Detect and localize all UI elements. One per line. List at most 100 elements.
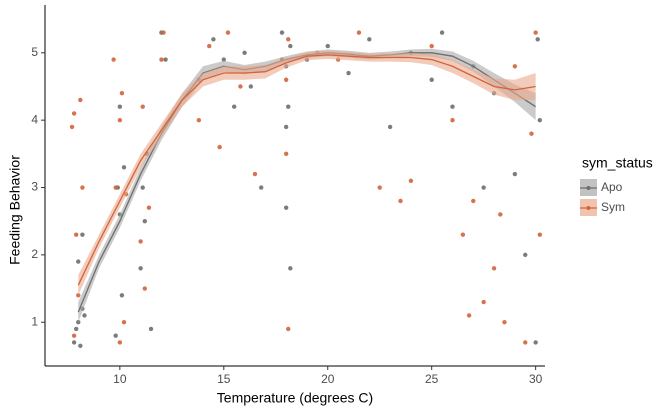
point [387, 124, 393, 130]
point [142, 218, 147, 224]
y-tick-label: 1 [31, 314, 38, 328]
point [537, 117, 543, 123]
x-tick-label: 15 [217, 372, 231, 386]
point [429, 43, 434, 49]
point [408, 178, 414, 183]
x-tick-label: 25 [425, 372, 439, 386]
point [286, 326, 291, 332]
point [498, 212, 503, 217]
x-axis-title: Temperature (degrees C) [217, 390, 373, 406]
point [242, 50, 247, 56]
point [146, 205, 152, 210]
point [356, 30, 362, 35]
point [491, 266, 497, 271]
point [119, 91, 125, 96]
point [225, 30, 231, 35]
point [283, 205, 289, 210]
point [161, 30, 166, 35]
point [159, 57, 164, 62]
x-tick-label: 30 [529, 372, 543, 386]
point [148, 326, 154, 332]
point [537, 232, 543, 237]
point [78, 343, 83, 348]
confidence-band [78, 48, 536, 323]
point [439, 30, 445, 35]
legend-dot [586, 206, 591, 210]
point [217, 144, 222, 150]
point [398, 198, 403, 204]
y-tick-label: 5 [31, 45, 38, 59]
point [121, 320, 127, 325]
point [221, 57, 226, 62]
point [533, 340, 538, 345]
legend-title: sym_status [582, 155, 653, 171]
point [259, 185, 264, 190]
legend-label: Apo [601, 180, 623, 194]
point [71, 333, 77, 338]
point [429, 77, 434, 82]
point [73, 326, 79, 332]
point [512, 171, 518, 177]
legend-label: Sym [601, 200, 625, 214]
point [283, 77, 289, 82]
point [196, 117, 202, 123]
point [119, 293, 125, 298]
point [140, 185, 145, 190]
point [117, 104, 123, 109]
point [325, 43, 330, 49]
point [76, 259, 81, 264]
point [523, 252, 528, 258]
point [117, 340, 123, 345]
point [80, 232, 85, 237]
point [78, 97, 83, 103]
point [69, 124, 75, 130]
point [142, 286, 147, 291]
point [512, 64, 518, 69]
point [140, 104, 145, 109]
point [367, 37, 372, 42]
y-tick-label: 4 [31, 112, 38, 126]
point [286, 37, 291, 42]
point [288, 43, 293, 49]
point [286, 104, 291, 109]
point [231, 104, 237, 109]
point [288, 266, 293, 271]
fit-line [77, 52, 536, 313]
point [80, 185, 85, 190]
point [113, 185, 118, 190]
legend-dot [586, 186, 591, 190]
point [283, 151, 289, 157]
point [238, 84, 243, 89]
point [523, 340, 528, 345]
point [121, 165, 127, 170]
point [111, 57, 116, 62]
x-tick-label: 10 [113, 372, 127, 386]
point [207, 43, 212, 49]
x-tick-label: 20 [321, 372, 335, 386]
y-tick-label: 3 [31, 180, 38, 194]
point [252, 171, 258, 177]
point [450, 117, 455, 123]
point [533, 30, 538, 35]
point [138, 266, 143, 271]
point [211, 37, 216, 42]
point [377, 185, 382, 190]
fit-line [77, 54, 536, 286]
point [73, 232, 79, 237]
point [163, 57, 168, 62]
point [481, 299, 486, 305]
point [82, 313, 87, 318]
point [481, 185, 486, 190]
point [113, 333, 118, 338]
point [529, 131, 534, 136]
point [502, 320, 507, 325]
point [279, 30, 285, 35]
point [471, 198, 476, 204]
point [283, 124, 289, 130]
point [466, 313, 472, 318]
point [138, 239, 143, 244]
confidence-band [78, 50, 536, 296]
point [450, 104, 455, 109]
point [71, 111, 77, 116]
